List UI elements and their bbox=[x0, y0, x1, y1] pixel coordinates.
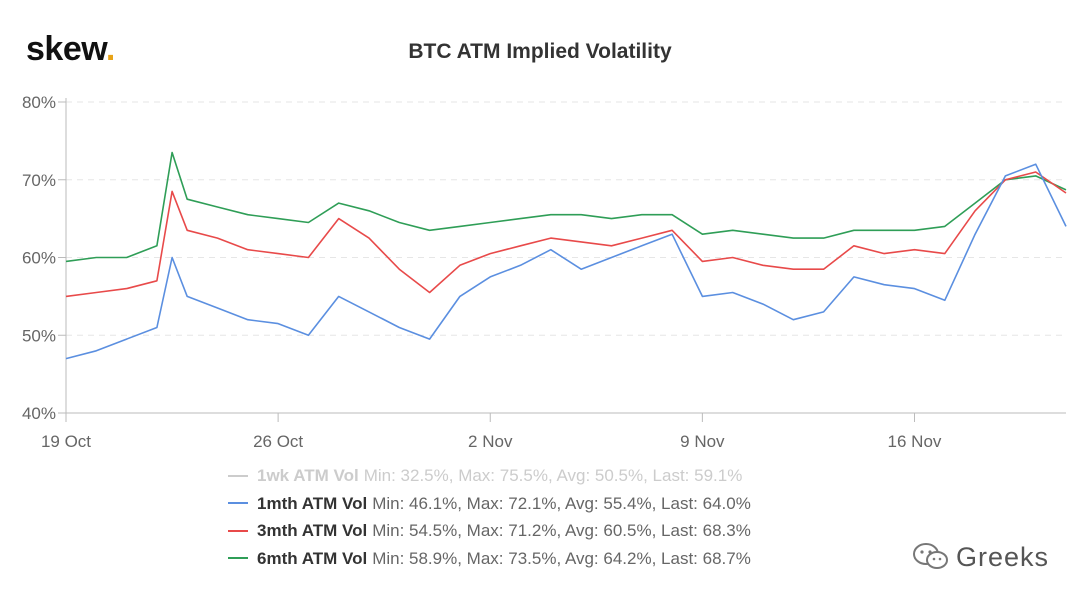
x-tick-label: 26 Oct bbox=[253, 432, 303, 451]
legend-series-name: 1mth ATM Vol bbox=[257, 493, 368, 513]
legend-item-6mth[interactable]: 6mth ATM Vol Min: 58.9%, Max: 73.5%, Avg:… bbox=[228, 545, 751, 573]
series-line-6mth bbox=[65, 151, 1067, 263]
y-tick-label: 50% bbox=[22, 326, 56, 345]
wechat-icon bbox=[913, 543, 948, 569]
legend-item-1mth[interactable]: 1mth ATM Vol Min: 46.1%, Max: 72.1%, Avg:… bbox=[228, 490, 751, 518]
y-tick-label: 60% bbox=[22, 249, 56, 268]
legend-series-stats: Min: 46.1%, Max: 72.1%, Avg: 55.4%, Last… bbox=[372, 493, 751, 513]
legend-item-3mth[interactable]: 3mth ATM Vol Min: 54.5%, Max: 71.2%, Avg:… bbox=[228, 517, 751, 545]
series-lines bbox=[65, 151, 1067, 360]
legend-swatch bbox=[228, 502, 248, 505]
chart-title: BTC ATM Implied Volatility bbox=[408, 40, 672, 63]
series-line-3mth bbox=[65, 171, 1067, 298]
grid-lines bbox=[66, 101, 1066, 336]
y-tick-label: 40% bbox=[22, 404, 56, 423]
legend-series-name: 1wk ATM Vol bbox=[257, 466, 359, 485]
legend-series-stats: Min: 54.5%, Max: 71.2%, Avg: 60.5%, Last… bbox=[372, 521, 751, 540]
x-tick-label: 19 Oct bbox=[41, 432, 91, 451]
watermark-text: Greeks bbox=[956, 541, 1050, 572]
watermark: Greeks bbox=[912, 541, 1049, 573]
legend-series-stats: Min: 32.5%, Max: 75.5%, Avg: 50.5%, Last… bbox=[363, 466, 743, 485]
legend-series-name: 3mth ATM Vol bbox=[257, 521, 368, 540]
y-tick-label: 80% bbox=[22, 93, 56, 112]
x-axis: 19 Oct 26 Oct 2 Nov 9 Nov 16 Nov bbox=[41, 412, 1066, 451]
x-tick-label: 16 Nov bbox=[888, 432, 942, 451]
legend-swatch bbox=[228, 474, 248, 477]
line-chart: 40% 50% 60% 70% 80% 19 Oct 26 Oct 2 Nov 9 Nov 16… bbox=[22, 93, 1067, 451]
x-tick-label: 2 Nov bbox=[468, 432, 513, 451]
legend-item-1wk[interactable]: 1wk ATM Vol Min: 32.5%, Max: 75.5%, Avg: … bbox=[228, 462, 751, 490]
series-line-1mth bbox=[65, 163, 1067, 360]
legend-swatch bbox=[228, 529, 248, 532]
legend: 1wk ATM Vol Min: 32.5%, Max: 75.5%, Avg: … bbox=[228, 462, 751, 572]
y-tick-label: 70% bbox=[22, 171, 56, 190]
legend-series-name: 6mth ATM Vol bbox=[257, 548, 368, 568]
y-axis: 40% 50% 60% 70% 80% bbox=[22, 93, 67, 423]
x-tick-label: 9 Nov bbox=[680, 432, 725, 451]
legend-series-stats: Min: 58.9%, Max: 73.5%, Avg: 64.2%, Last… bbox=[372, 548, 751, 568]
brand-logo: skew. bbox=[26, 30, 115, 68]
legend-swatch bbox=[228, 557, 248, 560]
